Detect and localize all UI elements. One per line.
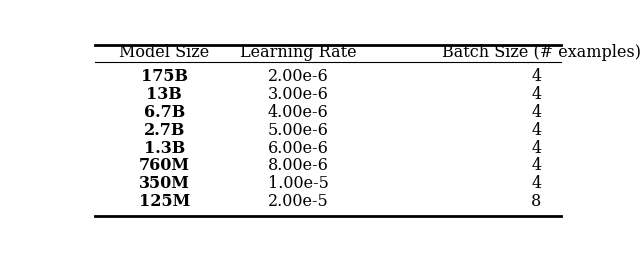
Text: 5.00e-6: 5.00e-6 <box>268 122 329 139</box>
Text: 4: 4 <box>531 86 541 103</box>
Text: 6.7B: 6.7B <box>144 104 185 121</box>
Text: 8.00e-6: 8.00e-6 <box>268 157 329 174</box>
Text: Model Size: Model Size <box>119 44 209 61</box>
Text: 4: 4 <box>531 122 541 139</box>
Text: 1.00e-5: 1.00e-5 <box>268 175 329 192</box>
Text: 4.00e-6: 4.00e-6 <box>268 104 328 121</box>
Text: 125M: 125M <box>139 193 190 210</box>
Text: 4: 4 <box>531 157 541 174</box>
Text: 4: 4 <box>531 140 541 157</box>
Text: 2.00e-6: 2.00e-6 <box>268 68 328 85</box>
Text: 8: 8 <box>531 193 541 210</box>
Text: 6.00e-6: 6.00e-6 <box>268 140 329 157</box>
Text: 4: 4 <box>531 68 541 85</box>
Text: Batch Size (# examples): Batch Size (# examples) <box>442 44 640 61</box>
Text: 4: 4 <box>531 104 541 121</box>
Text: 1.3B: 1.3B <box>144 140 185 157</box>
Text: 760M: 760M <box>139 157 190 174</box>
Text: 3.00e-6: 3.00e-6 <box>268 86 329 103</box>
Text: 175B: 175B <box>141 68 188 85</box>
Text: 2.00e-5: 2.00e-5 <box>268 193 328 210</box>
Text: 2.7B: 2.7B <box>143 122 185 139</box>
Text: 350M: 350M <box>139 175 189 192</box>
Text: Learning Rate: Learning Rate <box>240 44 356 61</box>
Text: 13B: 13B <box>147 86 182 103</box>
Text: 4: 4 <box>531 175 541 192</box>
